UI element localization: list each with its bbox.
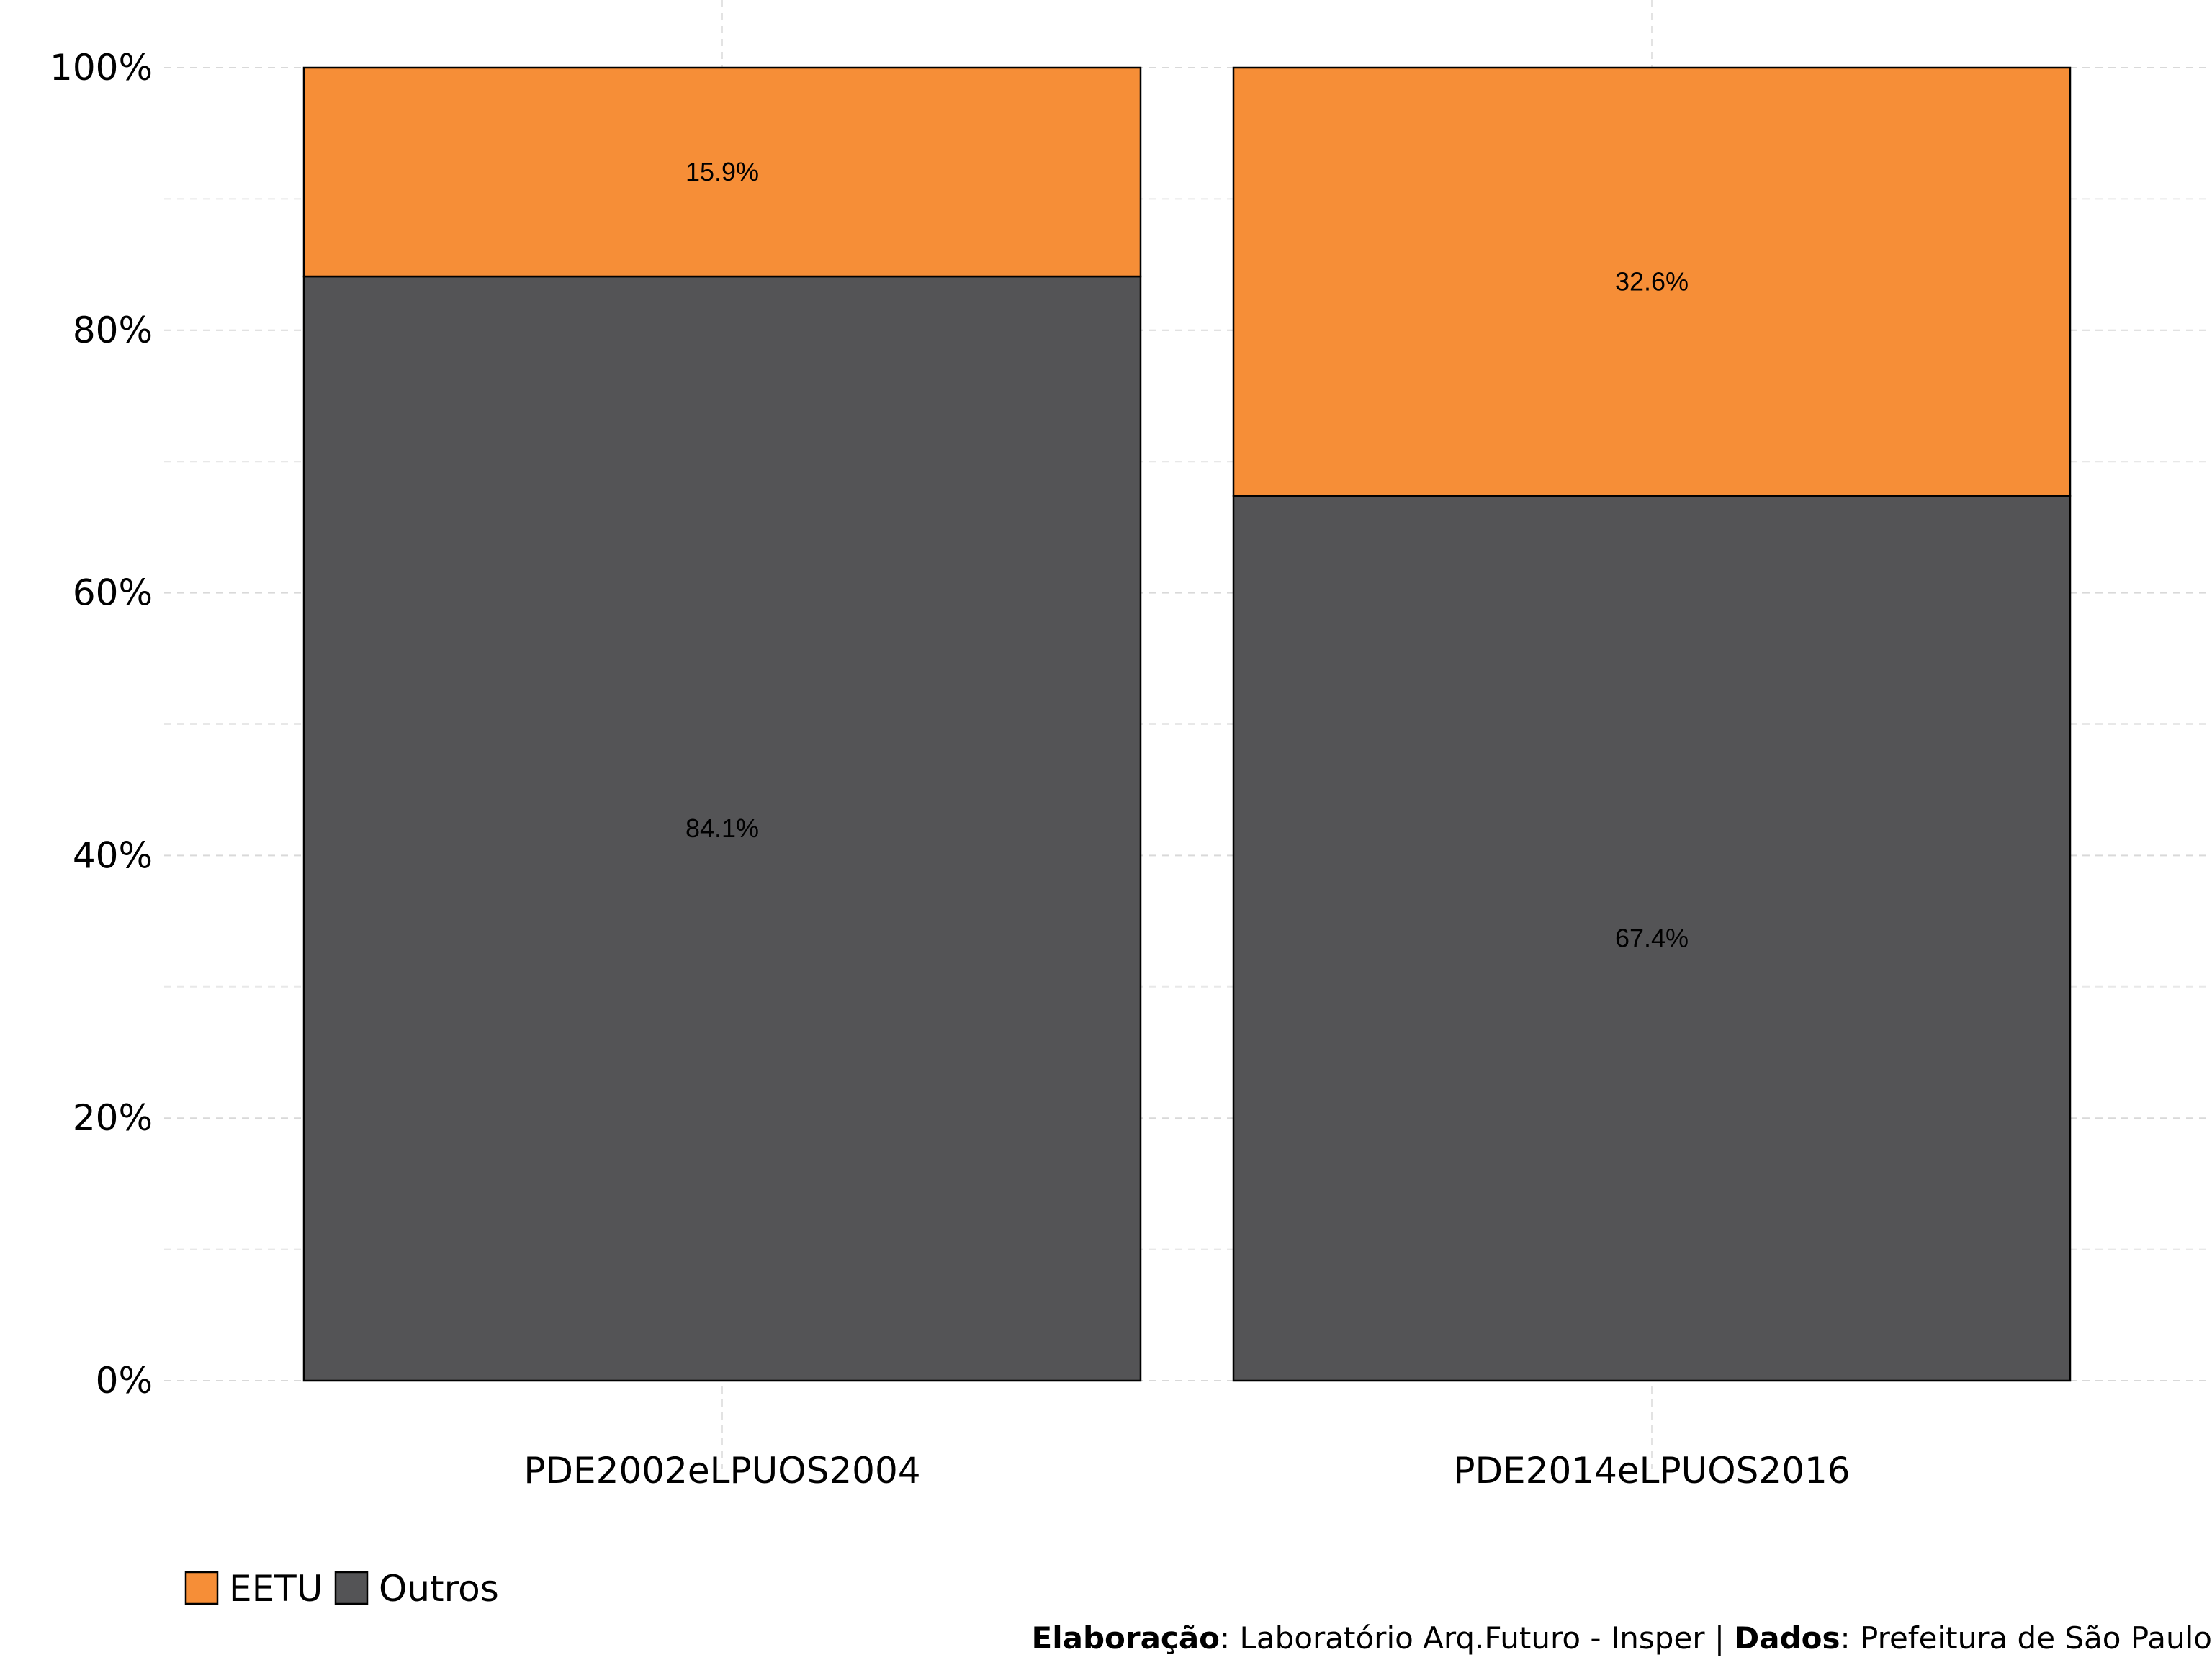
y-tick-label: 40%	[73, 834, 153, 876]
x-tick-label: PDE2014eLPUOS2016	[1453, 1450, 1850, 1492]
legend-label-eetu: EETU	[229, 1568, 323, 1610]
legend-label-outros: Outros	[379, 1568, 499, 1610]
axes: PDE2002eLPUOS2004 PDE2014eLPUOS2016 0% 20% 4…	[50, 47, 1851, 1492]
legend-key-outros	[334, 1571, 369, 1605]
x-tick-label: PDE2002eLPUOS2004	[523, 1450, 920, 1492]
data-label-eetu-1: 15.9%	[685, 157, 759, 186]
y-tick-label: 60%	[73, 572, 153, 614]
data-label-outros-1: 84.1%	[685, 813, 759, 843]
caption-elaboracao-label: Elaboração	[1031, 1620, 1220, 1656]
caption-elaboracao-text: : Laboratório Arq.Futuro - Insper |	[1220, 1620, 1735, 1656]
bar-outros-2	[1232, 495, 2072, 1382]
y-tick-label: 0%	[96, 1360, 153, 1402]
bars	[302, 66, 2072, 1382]
y-tick-label: 80%	[73, 310, 153, 351]
legend-key-eetu	[184, 1571, 219, 1605]
data-labels: 84.1% 15.9% 67.4% 32.6%	[685, 157, 1689, 952]
data-label-outros-2: 67.4%	[1615, 923, 1689, 952]
y-tick-label: 100%	[50, 47, 153, 89]
y-tick-label: 20%	[73, 1097, 153, 1139]
bar-eetu-1	[302, 66, 1142, 278]
bar-outros-1	[302, 275, 1142, 1382]
caption-dados-text: : Prefeitura de São Paulo	[1840, 1620, 2212, 1656]
data-label-eetu-2: 32.6%	[1615, 266, 1689, 296]
legend: EETU Outros	[184, 1568, 499, 1610]
caption: Elaboração: Laboratório Arq.Futuro - Ins…	[1032, 1617, 2212, 1660]
bar-eetu-2	[1232, 66, 2072, 497]
caption-dados-label: Dados	[1734, 1620, 1840, 1656]
